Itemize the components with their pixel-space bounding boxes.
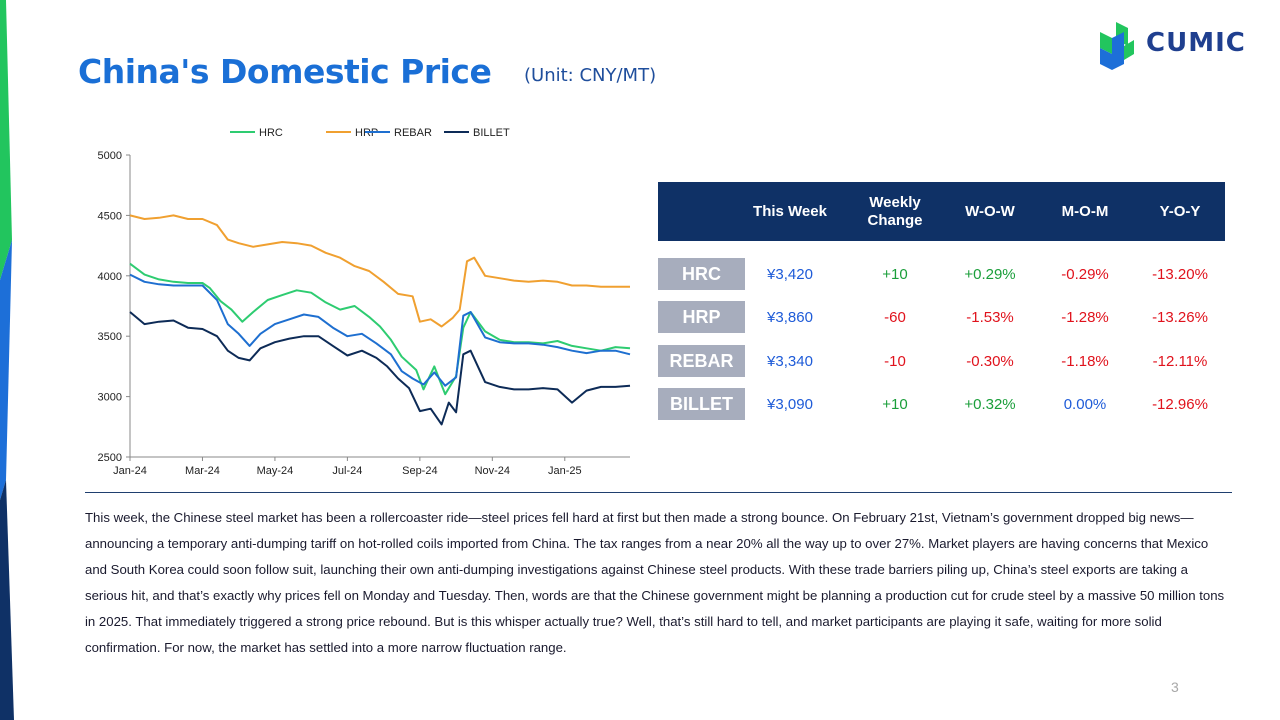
price-row-1: HRP ¥3,860 -60 -1.53% -1.28% -13.26% bbox=[658, 301, 1225, 333]
row-label: REBAR bbox=[658, 345, 745, 377]
cell-weekly-change: -10 bbox=[884, 352, 906, 370]
price-line-chart: 2500 3000 3500 4000 4500 5000 Jan-24 Mar-24 May-… bbox=[98, 127, 631, 477]
section-divider bbox=[85, 492, 1232, 493]
x-tick-label: Nov-24 bbox=[475, 465, 510, 477]
x-tick-label: Jan-24 bbox=[113, 465, 147, 477]
x-tick-label: Sep-24 bbox=[402, 465, 437, 477]
cell-w-o-w: -1.53% bbox=[966, 308, 1014, 326]
cell-weekly-change: +10 bbox=[882, 265, 908, 283]
legend-label-rebar: REBAR bbox=[394, 127, 432, 139]
logo-icon bbox=[1100, 22, 1134, 70]
cell-this-week: ¥3,420 bbox=[767, 265, 813, 283]
cell-m-o-m: -0.29% bbox=[1061, 265, 1109, 283]
series-line-hrp bbox=[129, 214, 630, 328]
legend-label-hrc: HRC bbox=[259, 127, 283, 139]
header-yoy: Y-O-Y bbox=[1159, 202, 1201, 220]
x-tick-label: Jan-25 bbox=[548, 465, 582, 477]
cell-y-o-y: -13.26% bbox=[1152, 308, 1208, 326]
y-tick-label: 4000 bbox=[98, 271, 122, 283]
price-row-2: REBAR ¥3,340 -10 -0.30% -1.18% -12.11% bbox=[658, 345, 1225, 377]
page-number: 3 bbox=[1171, 679, 1179, 695]
price-table-header: This Week Weekly Change W-O-W M-O-M Y-O-… bbox=[658, 182, 1225, 241]
cell-m-o-m: -1.18% bbox=[1061, 352, 1109, 370]
cell-w-o-w: +0.29% bbox=[964, 265, 1016, 283]
cell-this-week: ¥3,340 bbox=[767, 352, 813, 370]
cell-this-week: ¥3,860 bbox=[767, 308, 813, 326]
side-accent-bar bbox=[0, 0, 14, 720]
cell-m-o-m: -1.28% bbox=[1061, 308, 1109, 326]
cell-m-o-m: 0.00% bbox=[1063, 395, 1107, 413]
cell-weekly-change: -60 bbox=[884, 308, 906, 326]
y-tick-label: 4500 bbox=[98, 210, 122, 222]
header-mom: M-O-M bbox=[1061, 202, 1109, 220]
header-weekly-change: Weekly Change bbox=[867, 193, 923, 229]
legend-label-billet: BILLET bbox=[473, 127, 510, 139]
y-tick-label: 3500 bbox=[98, 331, 122, 343]
page-title: China's Domestic Price bbox=[78, 52, 492, 91]
cell-w-o-w: -0.30% bbox=[966, 352, 1014, 370]
x-tick-label: May-24 bbox=[257, 465, 294, 477]
x-tick-label: Mar-24 bbox=[185, 465, 220, 477]
market-commentary: This week, the Chinese steel market has … bbox=[85, 510, 1225, 655]
cell-weekly-change: +10 bbox=[882, 395, 908, 413]
price-row-0: HRC ¥3,420 +10 +0.29% -0.29% -13.20% bbox=[658, 258, 1225, 290]
x-tick-label: Jul-24 bbox=[332, 465, 362, 477]
header-this-week: This Week bbox=[753, 202, 827, 220]
y-tick-label: 2500 bbox=[98, 452, 122, 464]
cell-y-o-y: -12.11% bbox=[1152, 352, 1208, 370]
series-line-rebar bbox=[129, 273, 631, 387]
y-tick-label: 3000 bbox=[98, 392, 122, 404]
logo-wordmark: CUMIC bbox=[1146, 28, 1246, 58]
y-tick-label: 5000 bbox=[98, 150, 122, 162]
cell-this-week: ¥3,090 bbox=[767, 395, 813, 413]
series-line-billet bbox=[129, 311, 631, 426]
row-label: BILLET bbox=[658, 388, 745, 420]
series-line-hrc bbox=[129, 262, 631, 396]
unit-label: (Unit: CNY/MT) bbox=[524, 65, 657, 86]
cell-y-o-y: -13.20% bbox=[1152, 265, 1208, 283]
row-label: HRC bbox=[658, 258, 745, 290]
company-logo: CUMIC bbox=[1096, 20, 1256, 70]
cell-w-o-w: +0.32% bbox=[964, 395, 1016, 413]
row-label: HRP bbox=[658, 301, 745, 333]
header-wow: W-O-W bbox=[965, 202, 1015, 220]
price-row-3: BILLET ¥3,090 +10 +0.32% 0.00% -12.96% bbox=[658, 388, 1225, 420]
cell-y-o-y: -12.96% bbox=[1152, 395, 1208, 413]
